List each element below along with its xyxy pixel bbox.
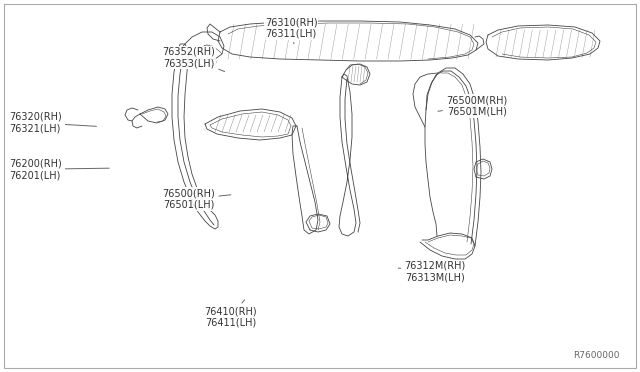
Text: 76320(RH)
76321(LH): 76320(RH) 76321(LH)	[9, 112, 97, 134]
Text: 76500(RH)
76501(LH): 76500(RH) 76501(LH)	[163, 188, 231, 210]
Text: 76500M(RH)
76501M(LH): 76500M(RH) 76501M(LH)	[438, 95, 508, 117]
Text: 76310(RH)
76311(LH): 76310(RH) 76311(LH)	[265, 17, 317, 44]
Text: 76352(RH)
76353(LH): 76352(RH) 76353(LH)	[163, 47, 225, 71]
Text: R7600000: R7600000	[573, 351, 620, 360]
Text: 76312M(RH)
76313M(LH): 76312M(RH) 76313M(LH)	[398, 261, 466, 282]
Text: 76200(RH)
76201(LH): 76200(RH) 76201(LH)	[9, 158, 109, 180]
Text: 76410(RH)
76411(LH): 76410(RH) 76411(LH)	[204, 300, 257, 328]
